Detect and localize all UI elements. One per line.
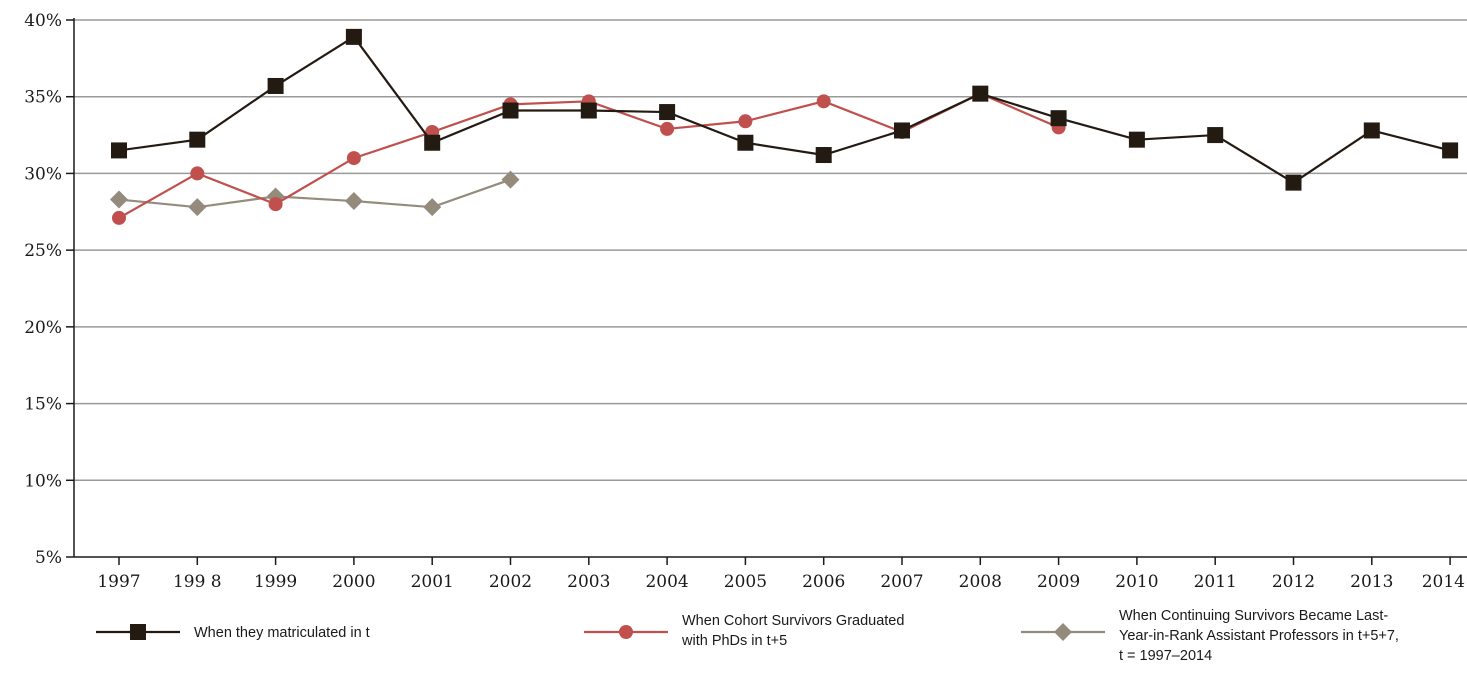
y-axis-ticks: 5% 10% 15% 20% 25% 30% 35% 40% [24,11,74,568]
legend-label: with PhDs in t+5 [681,633,787,649]
data-point [1285,174,1302,191]
data-point [501,170,520,189]
x-tick-label: 2010 [1115,572,1158,592]
data-point [1207,127,1224,144]
y-tick-label: 30% [24,164,62,184]
y-tick-label: 35% [24,88,62,108]
y-tick-label: 25% [24,241,62,261]
legend-label: When they matriculated in t [194,625,370,641]
x-tick-label: 2002 [489,572,532,592]
data-point [345,28,362,45]
data-point [189,131,206,148]
x-tick-label: 2009 [1037,572,1080,592]
legend-label: t = 1997–2014 [1119,648,1212,664]
x-axis-ticks: 1997 199 8 1999 2000 2001 2002 2003 2004 2005 200… [97,557,1465,592]
y-tick-label: 40% [24,11,62,31]
data-point [815,147,832,164]
x-tick-label: 2003 [567,572,610,592]
x-tick-label: 2012 [1272,572,1315,592]
y-tick-label: 20% [24,318,62,338]
x-tick-label: 2006 [802,572,845,592]
data-point [424,134,441,151]
data-point [1442,142,1459,159]
data-point [111,142,127,159]
gridlines [74,19,1467,482]
data-point [502,102,519,119]
series-line [118,35,1451,184]
series-1 [111,28,1459,191]
legend-item-3: When Continuing Survivors Became Last- Ye… [1021,608,1399,664]
data-point [659,104,676,121]
x-tick-label: 2001 [411,572,454,592]
legend-marker [130,624,146,640]
data-point [188,198,207,217]
data-point [1128,131,1145,148]
data-point [346,151,361,166]
data-point [423,198,442,217]
legend-label: When Cohort Survivors Graduated [682,613,904,629]
data-point [190,166,205,181]
series-line [118,178,511,209]
legend-marker [619,625,633,639]
data-point [112,210,126,225]
x-tick-label: 2011 [1194,572,1237,592]
y-tick-label: 5% [35,548,62,568]
data-point [660,121,675,136]
x-tick-label: 2013 [1350,572,1393,592]
data-point [267,77,284,94]
x-tick-label: 1997 [97,572,140,592]
legend: When they matriculated in t When Cohort S… [96,608,1399,664]
data-point [268,197,283,212]
x-tick-label: 199 8 [173,572,222,592]
axes [73,18,1467,558]
legend-item-1: When they matriculated in t [96,624,370,641]
data-point [580,102,597,119]
data-point [344,192,363,211]
legend-label: When Continuing Survivors Became Last- [1119,608,1388,624]
x-tick-label: 2008 [959,572,1002,592]
y-tick-label: 15% [24,395,62,415]
y-tick-label: 10% [24,471,62,491]
series-3 [110,170,520,217]
data-point [110,190,128,209]
data-point [737,134,754,151]
data-point [972,85,989,102]
data-point [1050,110,1067,127]
legend-marker [1054,623,1072,641]
data-point [894,122,910,139]
legend-label: Year-in-Rank Assistant Professors in t+5… [1119,628,1399,644]
x-tick-label: 2004 [645,572,688,592]
x-tick-label: 1999 [254,572,297,592]
x-tick-label: 2007 [880,572,923,592]
x-tick-label: 2005 [724,572,767,592]
x-tick-label: 2014 [1422,572,1465,592]
data-point [1363,122,1380,139]
data-point [738,114,753,129]
x-tick-label: 2000 [332,572,375,592]
legend-item-2: When Cohort Survivors Graduated with PhDs… [584,613,904,649]
series-group [110,28,1459,225]
data-point [816,94,831,109]
